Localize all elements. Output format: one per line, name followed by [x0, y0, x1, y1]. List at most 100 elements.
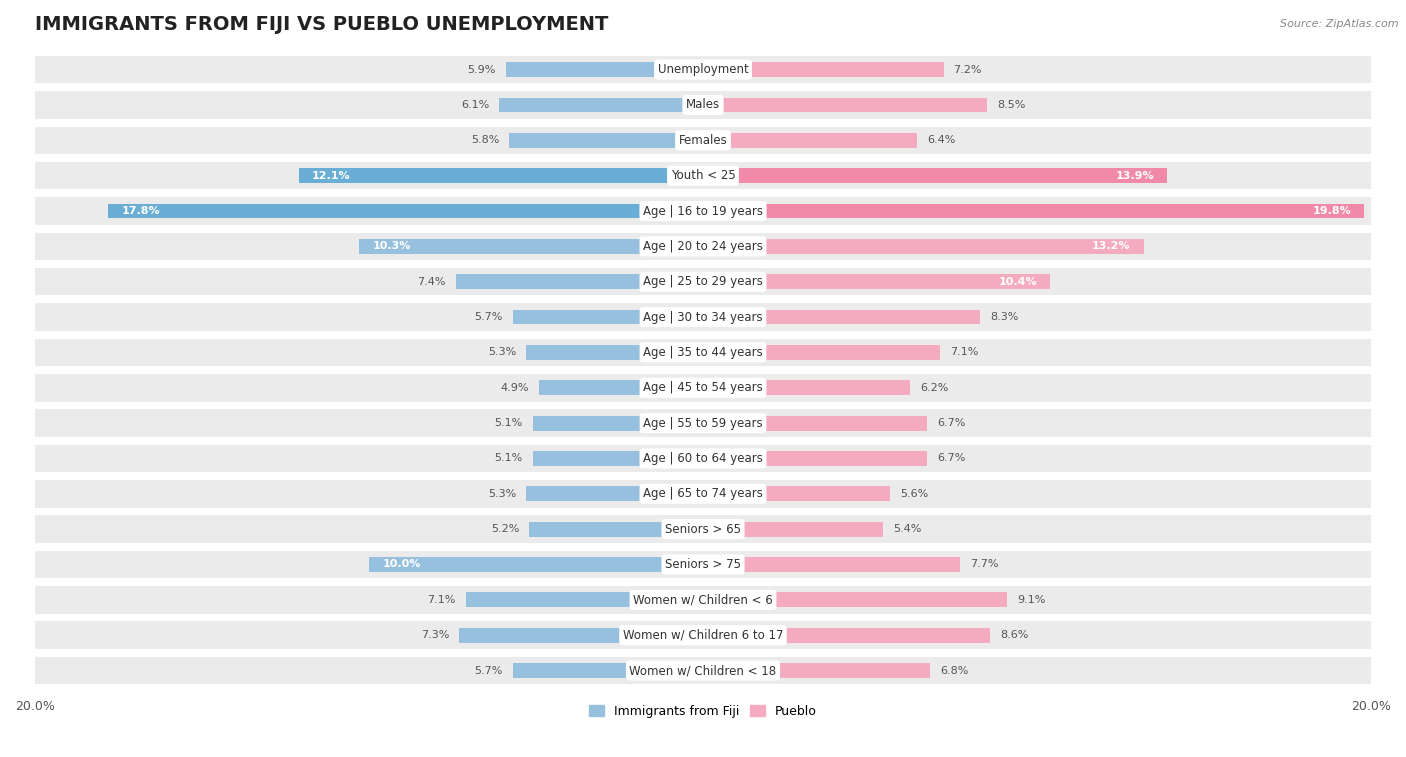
Text: 6.7%: 6.7% — [936, 453, 965, 463]
Text: 19.8%: 19.8% — [1312, 206, 1351, 216]
Text: 10.4%: 10.4% — [998, 277, 1038, 287]
Text: 4.9%: 4.9% — [501, 383, 529, 393]
Text: Age | 20 to 24 years: Age | 20 to 24 years — [643, 240, 763, 253]
Bar — [703, 593, 1007, 607]
Bar — [703, 557, 960, 572]
Text: 8.6%: 8.6% — [1000, 630, 1029, 640]
Text: 6.7%: 6.7% — [936, 418, 965, 428]
Text: IMMIGRANTS FROM FIJI VS PUEBLO UNEMPLOYMENT: IMMIGRANTS FROM FIJI VS PUEBLO UNEMPLOYM… — [35, 15, 609, 34]
Bar — [703, 133, 917, 148]
Text: 7.3%: 7.3% — [420, 630, 449, 640]
Bar — [35, 268, 1371, 295]
Bar — [703, 345, 941, 360]
Bar — [703, 380, 910, 395]
Bar — [35, 162, 1371, 189]
Text: 13.9%: 13.9% — [1115, 170, 1154, 181]
Text: Women w/ Children < 18: Women w/ Children < 18 — [630, 664, 776, 677]
Text: Age | 25 to 29 years: Age | 25 to 29 years — [643, 276, 763, 288]
Bar — [465, 593, 703, 607]
Bar — [460, 628, 703, 643]
Bar — [703, 62, 943, 77]
Text: 5.3%: 5.3% — [488, 489, 516, 499]
Text: 6.2%: 6.2% — [920, 383, 949, 393]
Bar — [703, 98, 987, 112]
Text: 5.4%: 5.4% — [893, 524, 922, 534]
Bar — [35, 338, 1371, 366]
Bar — [35, 56, 1371, 83]
Text: 6.8%: 6.8% — [941, 665, 969, 675]
Bar — [35, 91, 1371, 119]
Text: 7.2%: 7.2% — [953, 64, 981, 75]
Text: 5.1%: 5.1% — [495, 453, 523, 463]
Text: Source: ZipAtlas.com: Source: ZipAtlas.com — [1281, 19, 1399, 29]
Bar — [703, 168, 1167, 183]
Bar — [35, 657, 1371, 684]
Text: Seniors > 65: Seniors > 65 — [665, 522, 741, 536]
Text: Females: Females — [679, 134, 727, 147]
Text: 5.3%: 5.3% — [488, 347, 516, 357]
Bar — [703, 628, 990, 643]
Text: 8.3%: 8.3% — [990, 312, 1018, 322]
Text: Age | 30 to 34 years: Age | 30 to 34 years — [643, 310, 763, 323]
Bar — [35, 410, 1371, 437]
Bar — [35, 550, 1371, 578]
Text: 9.1%: 9.1% — [1017, 595, 1046, 605]
Bar — [359, 239, 703, 254]
Text: Age | 16 to 19 years: Age | 16 to 19 years — [643, 204, 763, 217]
Bar — [703, 486, 890, 501]
Text: 12.1%: 12.1% — [312, 170, 352, 181]
Text: 5.6%: 5.6% — [900, 489, 928, 499]
Text: 10.0%: 10.0% — [382, 559, 420, 569]
Bar — [35, 232, 1371, 260]
Bar — [540, 380, 703, 395]
Bar — [703, 204, 1364, 219]
Text: Youth < 25: Youth < 25 — [671, 169, 735, 182]
Text: Age | 60 to 64 years: Age | 60 to 64 years — [643, 452, 763, 465]
Text: 13.2%: 13.2% — [1092, 241, 1130, 251]
Text: 7.7%: 7.7% — [970, 559, 998, 569]
Bar — [299, 168, 703, 183]
Bar — [108, 204, 703, 219]
Bar — [35, 126, 1371, 154]
Bar — [703, 310, 980, 325]
Text: 5.7%: 5.7% — [474, 312, 502, 322]
Text: Age | 45 to 54 years: Age | 45 to 54 years — [643, 382, 763, 394]
Bar — [533, 416, 703, 431]
Text: Women w/ Children < 6: Women w/ Children < 6 — [633, 593, 773, 606]
Text: Seniors > 75: Seniors > 75 — [665, 558, 741, 571]
Text: 5.9%: 5.9% — [468, 64, 496, 75]
Bar — [513, 663, 703, 678]
Bar — [35, 480, 1371, 507]
Bar — [526, 345, 703, 360]
Text: Women w/ Children 6 to 17: Women w/ Children 6 to 17 — [623, 628, 783, 642]
Text: 10.3%: 10.3% — [373, 241, 411, 251]
Text: Males: Males — [686, 98, 720, 111]
Text: 7.4%: 7.4% — [418, 277, 446, 287]
Bar — [506, 62, 703, 77]
Text: 5.1%: 5.1% — [495, 418, 523, 428]
Bar — [526, 486, 703, 501]
Text: Age | 65 to 74 years: Age | 65 to 74 years — [643, 488, 763, 500]
Bar — [703, 451, 927, 466]
Bar — [35, 444, 1371, 472]
Text: 5.7%: 5.7% — [474, 665, 502, 675]
Text: 7.1%: 7.1% — [950, 347, 979, 357]
Bar — [703, 522, 883, 537]
Bar — [35, 621, 1371, 649]
Text: Age | 55 to 59 years: Age | 55 to 59 years — [643, 416, 763, 429]
Text: 6.4%: 6.4% — [927, 136, 955, 145]
Bar — [529, 522, 703, 537]
Text: 5.2%: 5.2% — [491, 524, 519, 534]
Bar — [456, 274, 703, 289]
Bar — [35, 304, 1371, 331]
Bar — [703, 274, 1050, 289]
Bar — [509, 133, 703, 148]
Bar — [703, 663, 931, 678]
Text: 5.8%: 5.8% — [471, 136, 499, 145]
Bar — [513, 310, 703, 325]
Bar — [35, 586, 1371, 614]
Text: 8.5%: 8.5% — [997, 100, 1025, 110]
Text: Age | 35 to 44 years: Age | 35 to 44 years — [643, 346, 763, 359]
Bar — [533, 451, 703, 466]
Text: 6.1%: 6.1% — [461, 100, 489, 110]
